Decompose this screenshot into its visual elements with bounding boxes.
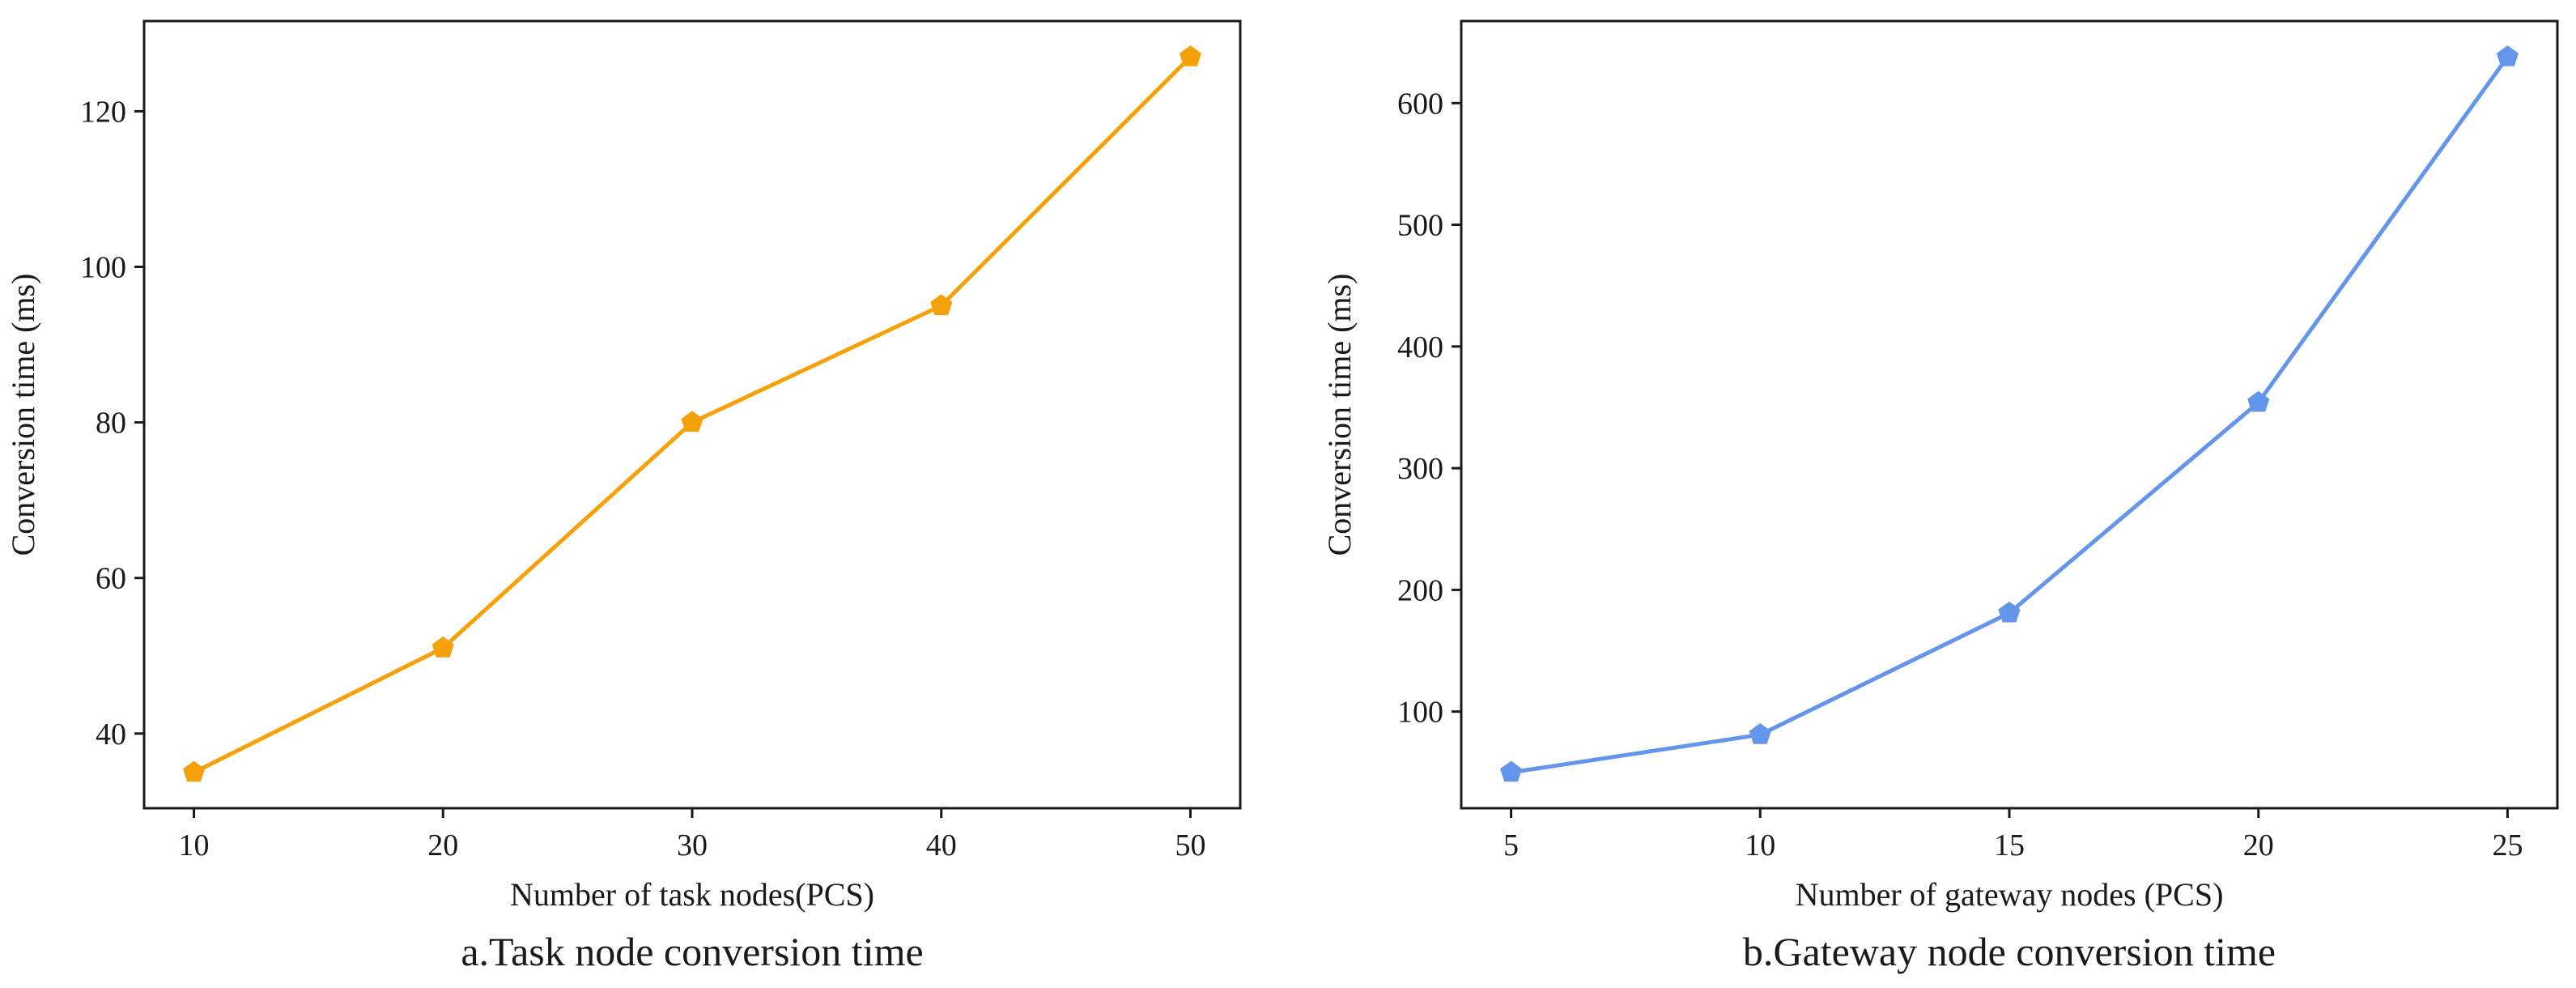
y-tick-label-b: 100 xyxy=(1397,696,1443,730)
ylabel-b: Conversion time (ms) xyxy=(1321,274,1358,556)
series-b xyxy=(1500,45,2519,782)
y-tick-label-a: 120 xyxy=(80,95,126,129)
x-tick-label-a: 10 xyxy=(179,828,210,862)
x-tick-label-a: 20 xyxy=(427,828,458,862)
series-a xyxy=(183,45,1201,782)
y-tick-label-a: 80 xyxy=(96,407,126,441)
data-point-a xyxy=(1179,45,1201,66)
y-tick-label-b: 600 xyxy=(1397,87,1443,121)
data-point-a xyxy=(681,411,704,432)
x-tick-label-b: 10 xyxy=(1745,828,1775,862)
x-tick-label-b: 5 xyxy=(1503,828,1519,862)
data-point-a xyxy=(930,294,953,316)
x-tick-label-b: 20 xyxy=(2243,828,2274,862)
data-point-b xyxy=(1749,722,1771,744)
chart-panel-b: 5 10 15 20 25 100 200 300 400 500 600 Conversion t… xyxy=(1321,19,2559,974)
y-tick-label-b: 300 xyxy=(1397,452,1443,486)
ylabel-a: Conversion time (ms) xyxy=(5,274,41,556)
data-point-a xyxy=(183,760,206,782)
data-point-a xyxy=(431,636,454,658)
xlabel-a: Number of task nodes(PCS) xyxy=(510,876,874,913)
y-tick-label-b: 400 xyxy=(1397,330,1443,364)
caption-a: a.Task node conversion time xyxy=(461,929,923,974)
data-point-b xyxy=(1500,760,1523,782)
axis-ticks-a: 10 20 30 40 50 40 60 80 100 120 xyxy=(80,95,1205,862)
y-tick-label-a: 60 xyxy=(96,562,126,596)
caption-b: b.Gateway node conversion time xyxy=(1743,929,2276,974)
axis-ticks-b: 5 10 15 20 25 100 200 300 400 500 600 xyxy=(1397,87,2523,862)
data-point-b xyxy=(1998,601,2021,623)
data-point-b xyxy=(2247,390,2270,412)
plot-frame-b xyxy=(1460,19,2559,810)
x-tick-label-a: 50 xyxy=(1175,828,1205,862)
chart-panel-a: 10 20 30 40 50 40 60 80 100 120 Conversion time (… xyxy=(5,19,1242,974)
x-tick-label-b: 25 xyxy=(2492,828,2523,862)
x-tick-label-a: 30 xyxy=(677,828,708,862)
x-tick-label-a: 40 xyxy=(926,828,957,862)
series-line-b xyxy=(1509,54,2510,775)
y-tick-label-b: 500 xyxy=(1397,209,1443,243)
y-tick-label-a: 40 xyxy=(96,718,126,752)
xlabel-b: Number of gateway nodes (PCS) xyxy=(1796,876,2224,913)
y-tick-label-a: 100 xyxy=(80,251,126,285)
y-tick-label-b: 200 xyxy=(1397,573,1443,607)
data-point-b xyxy=(2496,45,2519,66)
x-tick-label-b: 15 xyxy=(1994,828,2025,862)
